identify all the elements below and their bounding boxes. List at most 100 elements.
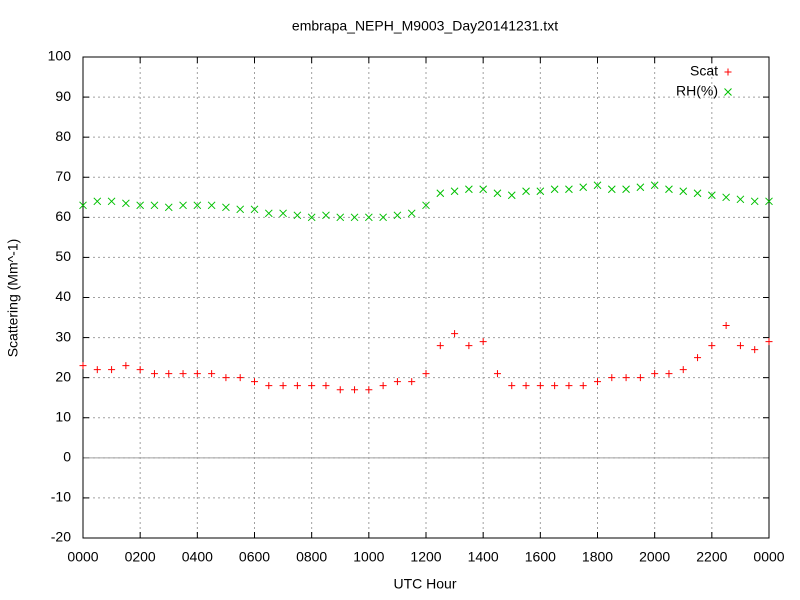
point [724,88,732,96]
point [193,370,201,378]
point [236,205,245,214]
point [650,181,659,190]
point [136,366,144,374]
point [751,346,759,354]
point [136,201,145,210]
point [379,213,387,222]
point [436,342,444,350]
x-tick-label: 2200 [696,549,727,565]
point [665,185,673,194]
point [636,183,645,192]
point [479,185,488,194]
point [551,382,559,390]
point [736,195,745,204]
x-tick-label: 2000 [639,549,670,565]
y-tick-label: 100 [48,48,72,64]
point [479,338,487,346]
point [79,362,87,370]
point [293,382,301,390]
point [408,378,416,386]
point [750,197,759,206]
point [436,189,445,198]
x-tick-label: 1000 [353,549,384,565]
point [507,191,516,200]
point [265,382,273,390]
point [422,370,430,378]
x-tick-label: 1600 [525,549,556,565]
x-axis-label: UTC Hour [393,576,456,592]
point [279,382,287,390]
point [165,370,173,378]
y-tick-label: 20 [55,368,71,384]
point [264,209,273,218]
point [493,189,502,198]
point [736,342,744,350]
point [350,213,359,222]
y-tick-label: 10 [55,408,71,424]
point [122,362,130,370]
legend-label: Scat [690,63,718,79]
point [565,382,573,390]
point [93,197,102,206]
point [665,370,673,378]
y-tick-label: 50 [55,248,71,264]
point [336,213,345,222]
y-tick-label: -10 [51,489,71,505]
point [79,201,87,210]
point [451,330,459,338]
point [465,342,473,350]
x-tick-label: 0800 [296,549,327,565]
point [93,366,101,374]
point [536,187,545,196]
point [193,201,202,210]
x-tick-label: 0600 [239,549,270,565]
point [651,370,659,378]
point [379,382,387,390]
point [450,187,459,196]
point [708,342,716,350]
point [679,187,688,196]
point [565,185,573,194]
point [724,68,732,76]
y-axis-label: Scattering (Mm^-1) [5,239,21,358]
point [722,193,730,202]
point [364,213,373,222]
point [593,181,602,190]
point [722,322,730,330]
point [322,211,330,220]
y-tick-label: -20 [51,529,71,545]
point [279,209,287,218]
point [122,199,130,208]
point [150,201,159,210]
point [550,185,559,194]
point [293,211,302,220]
point [222,374,230,382]
point [465,185,473,194]
point [393,211,402,220]
point [150,370,158,378]
plot-frame [82,56,770,539]
y-tick-label: 30 [55,328,71,344]
point [579,183,588,192]
x-tick-label: 1400 [468,549,499,565]
point [622,374,630,382]
point [407,209,416,218]
point [693,189,702,198]
point [107,197,116,206]
point [351,386,359,394]
point [207,201,216,210]
x-tick-label: 0000 [67,549,98,565]
point [679,366,687,374]
legend-label: RH(%) [676,83,718,99]
y-tick-label: 0 [63,449,71,465]
point [765,197,773,206]
y-tick-label: 70 [55,168,71,184]
chart-title: embrapa_NEPH_M9003_Day20141231.txt [292,18,558,34]
point [236,374,244,382]
point [179,201,187,210]
x-tick-label: 1200 [410,549,441,565]
point [636,374,644,382]
point [307,213,316,222]
point [179,370,187,378]
